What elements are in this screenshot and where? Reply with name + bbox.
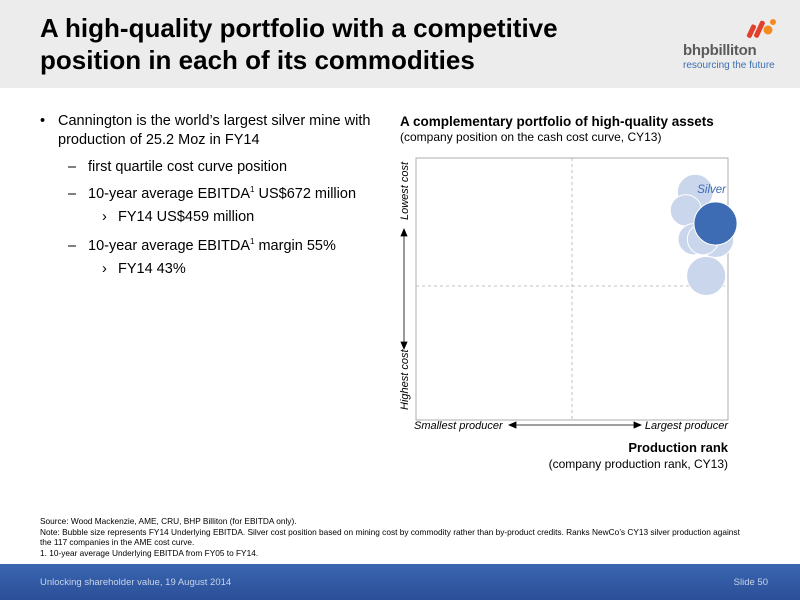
footnote-marker: 1 bbox=[250, 237, 255, 247]
bullet-subsub-2: FY14 43% bbox=[38, 260, 388, 279]
bubble-series bbox=[669, 173, 738, 296]
bubble-chart: Lowest cost Highest cost Smallest produc… bbox=[399, 157, 738, 432]
slide-number: Slide 50 bbox=[733, 577, 768, 588]
header-bar: A high-quality portfolio with a competit… bbox=[0, 0, 800, 88]
y-top-label: Lowest cost bbox=[399, 161, 411, 220]
method-note: Note: Bubble size represents FY14 Underl… bbox=[40, 526, 740, 548]
bhp-logo-icon bbox=[746, 19, 776, 38]
commodity-bubble-4 bbox=[686, 255, 727, 296]
footer-bar: Unlocking shareholder value, 19 August 2… bbox=[0, 564, 800, 600]
chart-title: A complementary portfolio of high-qualit… bbox=[400, 114, 714, 129]
y-axis-arrow bbox=[400, 227, 408, 351]
slide-title-line-2: position in each of its commodities bbox=[40, 45, 475, 75]
bullet-sub-2-text: 10-year average EBITDA bbox=[88, 186, 250, 202]
x-axis-subtitle: (company production rank, CY13) bbox=[548, 457, 728, 471]
footnotes: Source: Wood Mackenzie, AME, CRU, BHP Bi… bbox=[40, 516, 740, 558]
chart-subtitle: (company position on the cash cost curve… bbox=[400, 130, 662, 144]
bullet-list: Cannington is the world’s largest silver… bbox=[38, 112, 388, 279]
footnote-1: 1. 10-year average Underlying EBITDA fro… bbox=[40, 547, 259, 558]
bullet-sub-2-value: US$672 million bbox=[254, 186, 357, 202]
bullet-sub-3: 10-year average EBITDA1 margin 55% bbox=[38, 237, 388, 256]
bullet-main: Cannington is the world’s largest silver… bbox=[38, 112, 388, 150]
source-note: Source: Wood Mackenzie, AME, CRU, BHP Bi… bbox=[40, 516, 297, 526]
slide-title-line-1: A high-quality portfolio with a competit… bbox=[40, 13, 558, 43]
footer-event: Unlocking shareholder value, 19 August 2… bbox=[40, 577, 232, 588]
brand-name: bhpbilliton bbox=[683, 42, 757, 59]
bullet-sub-1: first quartile cost curve position bbox=[38, 158, 388, 177]
x-axis-arrow bbox=[507, 421, 643, 429]
silver-bubble bbox=[693, 201, 738, 246]
slide-title: A high-quality portfolio with a competit… bbox=[40, 12, 680, 76]
x-right-label: Largest producer bbox=[645, 420, 729, 432]
x-left-label: Smallest producer bbox=[414, 420, 504, 432]
footnote-marker: 1 bbox=[250, 185, 255, 195]
bullet-sub-2: 10-year average EBITDA1 US$672 million bbox=[38, 185, 388, 204]
bullet-sub-3-value: margin 55% bbox=[254, 238, 336, 254]
x-axis-title: Production rank bbox=[628, 440, 728, 455]
bullet-sub-3-text: 10-year average EBITDA bbox=[88, 238, 250, 254]
silver-label: Silver bbox=[697, 184, 727, 196]
y-bottom-label: Highest cost bbox=[399, 349, 411, 410]
bullet-subsub-1: FY14 US$459 million bbox=[38, 208, 388, 227]
brand-tagline: resourcing the future bbox=[683, 60, 775, 71]
